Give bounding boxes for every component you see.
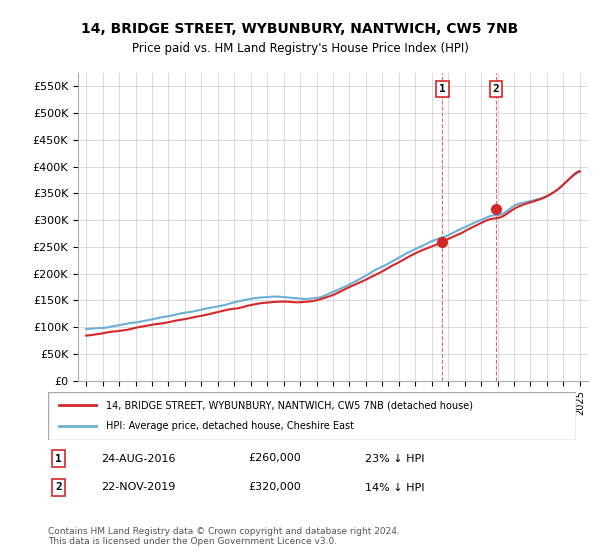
Text: Price paid vs. HM Land Registry's House Price Index (HPI): Price paid vs. HM Land Registry's House … <box>131 42 469 55</box>
Text: 2: 2 <box>55 483 62 492</box>
Text: 1: 1 <box>439 84 446 94</box>
Text: 14, BRIDGE STREET, WYBUNBURY, NANTWICH, CW5 7NB (detached house): 14, BRIDGE STREET, WYBUNBURY, NANTWICH, … <box>106 400 473 410</box>
Text: 14% ↓ HPI: 14% ↓ HPI <box>365 483 424 492</box>
Text: 23% ↓ HPI: 23% ↓ HPI <box>365 454 424 464</box>
Text: 24-AUG-2016: 24-AUG-2016 <box>101 454 175 464</box>
FancyBboxPatch shape <box>48 392 576 440</box>
Text: £320,000: £320,000 <box>248 483 301 492</box>
Text: 1: 1 <box>55 454 62 464</box>
Text: 14, BRIDGE STREET, WYBUNBURY, NANTWICH, CW5 7NB: 14, BRIDGE STREET, WYBUNBURY, NANTWICH, … <box>82 22 518 36</box>
Text: £260,000: £260,000 <box>248 454 301 464</box>
Text: HPI: Average price, detached house, Cheshire East: HPI: Average price, detached house, Ches… <box>106 421 354 431</box>
Text: Contains HM Land Registry data © Crown copyright and database right 2024.
This d: Contains HM Land Registry data © Crown c… <box>48 526 400 546</box>
Text: 22-NOV-2019: 22-NOV-2019 <box>101 483 175 492</box>
Text: 2: 2 <box>493 84 499 94</box>
